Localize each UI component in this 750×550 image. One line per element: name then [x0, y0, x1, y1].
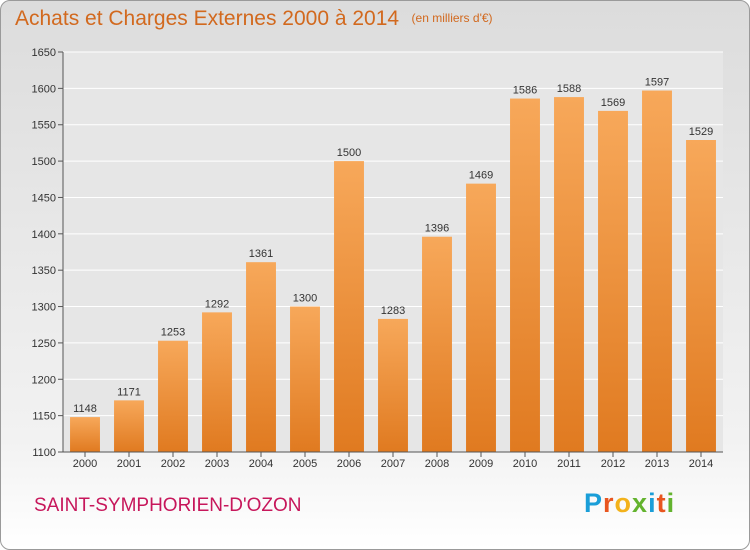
data-label: 1283: [381, 305, 405, 317]
bar: [246, 262, 276, 452]
brand-letter: i: [666, 488, 676, 518]
x-tick-label: 2006: [337, 458, 361, 470]
x-tick-label: 2005: [293, 458, 317, 470]
bar: [422, 236, 452, 452]
chart-title: Achats et Charges Externes 2000 à 2014 (…: [15, 7, 493, 31]
bar: [158, 340, 188, 452]
x-tick-label: 2014: [689, 458, 713, 470]
y-tick-label: 1600: [32, 83, 56, 95]
chart-title-main: Achats et Charges Externes 2000 à 2014: [15, 7, 400, 30]
y-tick-label: 1250: [32, 338, 56, 350]
y-tick-label: 1400: [32, 229, 56, 241]
y-tick-label: 1300: [32, 302, 56, 314]
bar: [70, 417, 100, 452]
y-tick-label: 1100: [32, 447, 56, 459]
x-tick-label: 2000: [73, 458, 97, 470]
bar: [290, 306, 320, 452]
x-tick-label: 2003: [205, 458, 229, 470]
x-tick-label: 2007: [381, 458, 405, 470]
x-tick-label: 2011: [557, 458, 581, 470]
x-tick-label: 2009: [469, 458, 493, 470]
data-label: 1361: [249, 248, 273, 260]
x-tick-label: 2004: [249, 458, 273, 470]
commune-name: SAINT-SYMPHORIEN-D'OZON: [34, 495, 302, 516]
data-label: 1469: [469, 170, 493, 182]
brand-letter: i: [648, 488, 657, 518]
bar: [114, 400, 144, 452]
bar: [642, 90, 672, 452]
x-tick-label: 2008: [425, 458, 449, 470]
bar: [510, 98, 540, 452]
bar: [554, 97, 584, 452]
bar: [598, 110, 628, 452]
data-label: 1300: [293, 293, 317, 305]
data-label: 1292: [205, 298, 229, 310]
brand-letter: P: [584, 488, 604, 518]
data-label: 1586: [513, 85, 537, 97]
brand-letter: x: [632, 488, 649, 518]
brand-letter: o: [614, 488, 633, 518]
x-tick-label: 2002: [161, 458, 185, 470]
proxiti-logo: Proxiti: [584, 488, 675, 519]
x-tick-label: 2012: [601, 458, 625, 470]
y-tick-label: 1450: [32, 192, 56, 204]
chart-title-unit: (en milliers d'€): [411, 11, 493, 25]
data-label: 1588: [557, 83, 581, 95]
y-tick-label: 1350: [32, 265, 56, 277]
x-tick-label: 2010: [513, 458, 537, 470]
data-label: 1148: [73, 403, 97, 415]
y-tick-label: 1200: [32, 374, 56, 386]
data-label: 1529: [689, 126, 713, 138]
bar: [202, 312, 232, 452]
bar: [466, 183, 496, 453]
y-tick-label: 1500: [32, 156, 56, 168]
x-tick-label: 2001: [117, 458, 141, 470]
y-tick-label: 1650: [32, 47, 56, 59]
data-label: 1396: [425, 223, 449, 235]
data-label: 1253: [161, 327, 185, 339]
x-tick-label: 2013: [645, 458, 669, 470]
data-label: 1171: [117, 386, 141, 398]
data-label: 1569: [601, 97, 625, 109]
data-label: 1500: [337, 147, 361, 159]
y-tick-label: 1150: [32, 411, 56, 423]
bar: [378, 318, 408, 452]
brand-letter: t: [656, 488, 667, 518]
bar: [686, 140, 716, 452]
brand-letter: r: [603, 488, 615, 518]
data-label: 1597: [645, 77, 669, 89]
y-tick-label: 1550: [32, 120, 56, 132]
bar: [334, 161, 364, 452]
